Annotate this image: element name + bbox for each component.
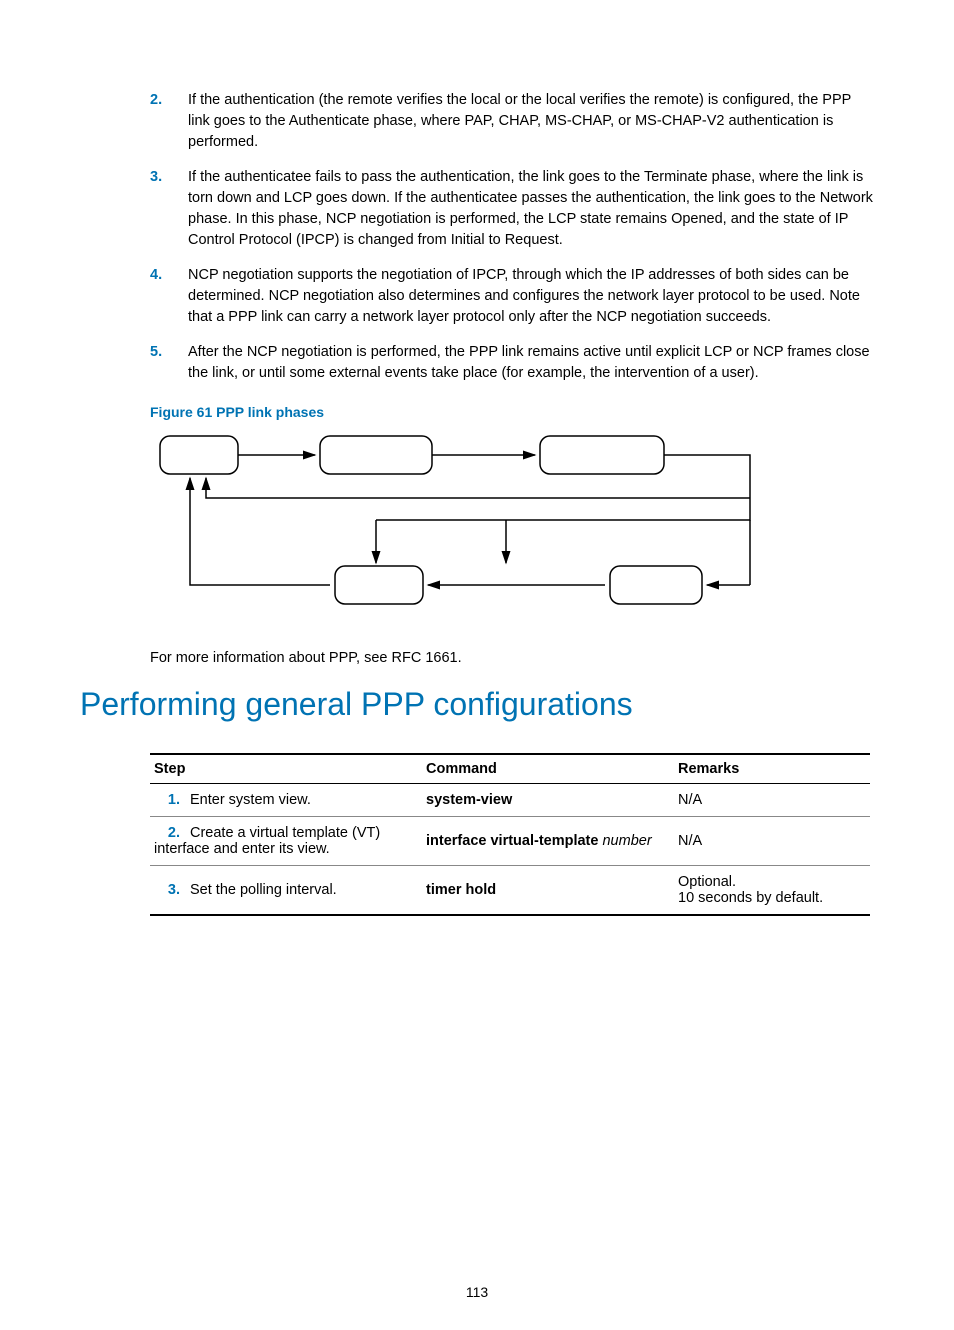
command-keyword: interface virtual-template	[426, 833, 598, 849]
step-text: NCP negotiation supports the negotiation…	[188, 265, 874, 328]
section-title: Performing general PPP configurations	[80, 686, 874, 723]
step-text: After the NCP negotiation is performed, …	[188, 342, 874, 384]
command-keyword: timer hold	[426, 882, 496, 898]
col-header-remarks: Remarks	[674, 754, 870, 784]
flowchart-svg	[150, 426, 790, 626]
cell-step: 2.Create a virtual template (VT) interfa…	[150, 817, 422, 866]
row-number: 3.	[154, 882, 180, 898]
page: 2. If the authentication (the remote ver…	[0, 0, 954, 1330]
cell-command: system-view	[422, 784, 674, 817]
cell-command: interface virtual-template number	[422, 817, 674, 866]
step-description: Create a virtual template (VT) interface…	[154, 825, 380, 857]
command-keyword: system-view	[426, 792, 512, 808]
command-argument: number	[598, 833, 651, 849]
cell-remarks: Optional.10 seconds by default.	[674, 866, 870, 916]
table-row: 2.Create a virtual template (VT) interfa…	[150, 817, 870, 866]
step-text: If the authenticatee fails to pass the a…	[188, 167, 874, 251]
cell-step: 1. Enter system view.	[150, 784, 422, 817]
step-number: 3.	[150, 167, 188, 251]
step-number: 4.	[150, 265, 188, 328]
row-number: 1.	[154, 792, 180, 808]
col-header-command: Command	[422, 754, 674, 784]
cell-command: timer hold	[422, 866, 674, 916]
cell-remarks: N/A	[674, 817, 870, 866]
list-item: 5. After the NCP negotiation is performe…	[150, 342, 874, 384]
table-header-row: Step Command Remarks	[150, 754, 870, 784]
list-item: 3. If the authenticatee fails to pass th…	[150, 167, 874, 251]
table-row: 1. Enter system view. system-view N/A	[150, 784, 870, 817]
remark-line: N/A	[678, 833, 862, 849]
step-number: 2.	[150, 90, 188, 153]
remark-line: N/A	[678, 792, 862, 808]
list-item: 4. NCP negotiation supports the negotiat…	[150, 265, 874, 328]
step-number: 5.	[150, 342, 188, 384]
post-figure-text: For more information about PPP, see RFC …	[150, 650, 874, 666]
config-table: Step Command Remarks 1. Enter system view…	[150, 753, 870, 916]
remark-line: Optional.	[678, 874, 862, 890]
figure-caption: Figure 61 PPP link phases	[150, 404, 874, 420]
table-row: 3. Set the polling interval. timer hold Opt…	[150, 866, 870, 916]
ppp-link-phases-diagram	[150, 426, 874, 626]
cell-step: 3. Set the polling interval.	[150, 866, 422, 916]
list-item: 2. If the authentication (the remote ver…	[150, 90, 874, 153]
step-description: Set the polling interval.	[190, 882, 337, 898]
remark-line: 10 seconds by default.	[678, 890, 862, 906]
cell-remarks: N/A	[674, 784, 870, 817]
row-number: 2.	[154, 825, 180, 841]
page-number: 113	[0, 1284, 954, 1300]
step-text: If the authentication (the remote verifi…	[188, 90, 874, 153]
col-header-step: Step	[150, 754, 422, 784]
step-description: Enter system view.	[190, 792, 311, 808]
numbered-steps-list: 2. If the authentication (the remote ver…	[150, 90, 874, 384]
